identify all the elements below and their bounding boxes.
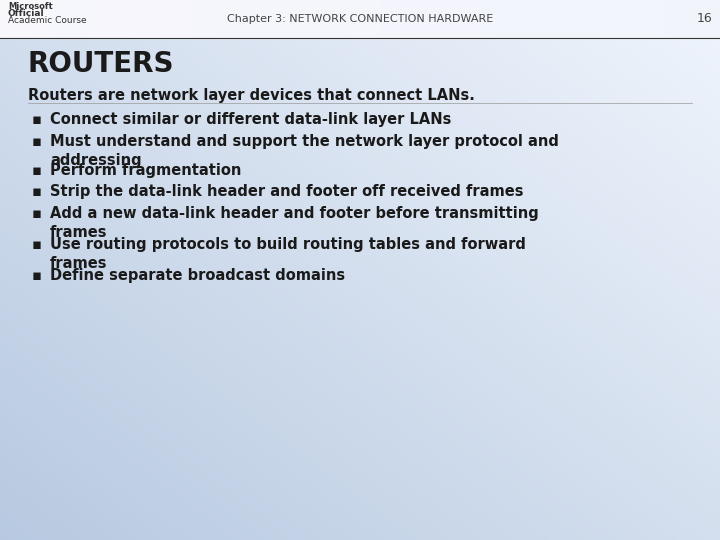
Text: Must understand and support the network layer protocol and
addressing: Must understand and support the network … [50,134,559,167]
Text: ▪: ▪ [32,163,42,178]
Text: ▪: ▪ [32,268,42,283]
Text: ▪: ▪ [32,206,42,221]
Text: Define separate broadcast domains: Define separate broadcast domains [50,268,345,283]
Text: Strip the data-link header and footer off received frames: Strip the data-link header and footer of… [50,184,523,199]
Bar [0,0,720,38]
Text: ▪: ▪ [32,237,42,252]
Text: ▪: ▪ [32,134,42,149]
Text: Add a new data-link header and footer before transmitting
frames: Add a new data-link header and footer be… [50,206,539,240]
Text: Routers are network layer devices that connect LANs.: Routers are network layer devices that c… [28,88,475,103]
Text: Connect similar or different data-link layer LANs: Connect similar or different data-link l… [50,112,451,127]
Text: Perform fragmentation: Perform fragmentation [50,163,241,178]
Text: Use routing protocols to build routing tables and forward
frames: Use routing protocols to build routing t… [50,237,526,271]
Text: Microsoft: Microsoft [8,2,53,11]
Text: 16: 16 [696,12,712,25]
Text: Academic Course: Academic Course [8,16,86,25]
Text: ▪: ▪ [32,184,42,199]
Text: Chapter 3: NETWORK CONNECTION HARDWARE: Chapter 3: NETWORK CONNECTION HARDWARE [227,14,493,24]
Text: ROUTERS: ROUTERS [28,50,174,78]
Text: Official: Official [8,9,45,18]
Text: ▪: ▪ [32,112,42,127]
